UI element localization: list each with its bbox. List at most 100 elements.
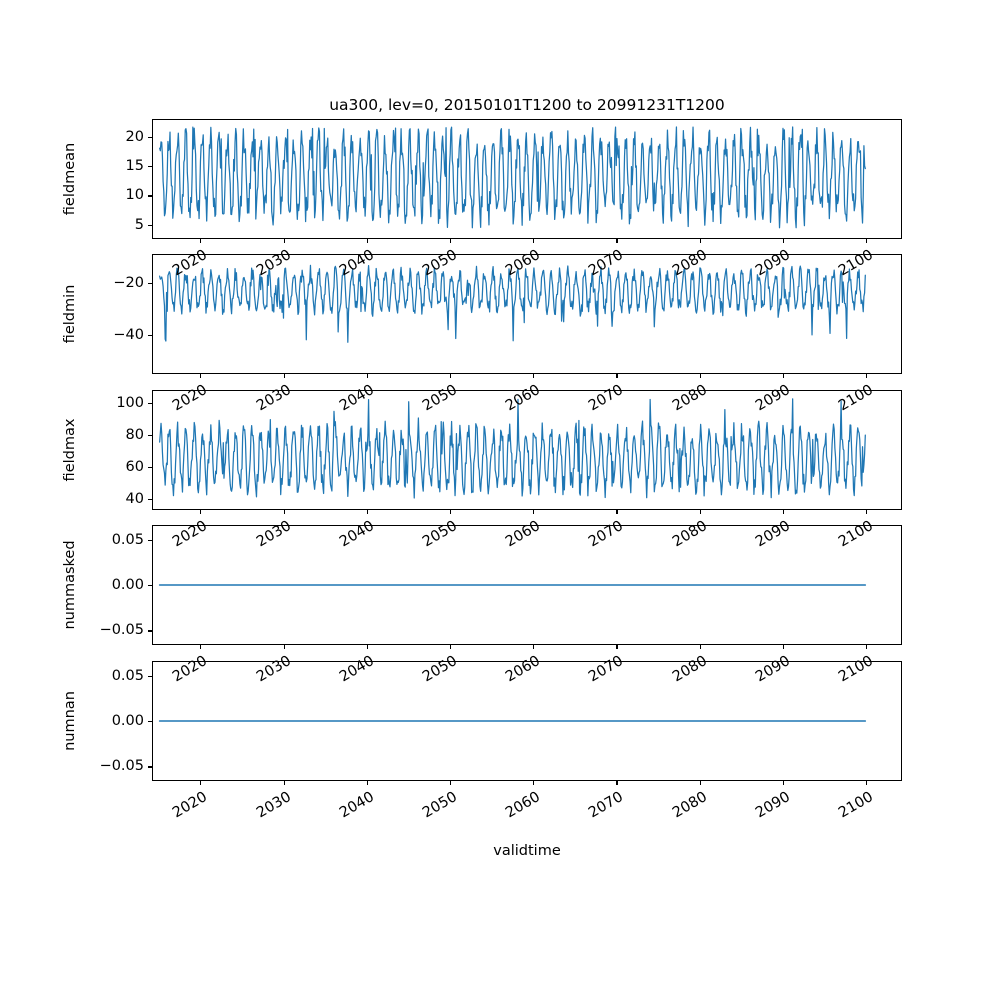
y-tick-mark	[148, 195, 152, 197]
subplot-axes-frame-nummasked	[152, 525, 902, 645]
x-tick-mark	[200, 239, 202, 243]
x-tick-mark	[283, 781, 285, 785]
y-axis-label-fieldmean: fieldmean	[62, 142, 78, 216]
y-tick-mark	[148, 434, 152, 436]
x-tick-mark	[699, 374, 701, 378]
y-tick-mark	[148, 136, 152, 138]
x-tick-label: 2100	[836, 789, 877, 822]
x-tick-label: 2040	[336, 789, 377, 822]
y-tick-label: 40	[125, 490, 144, 507]
y-tick-mark	[148, 721, 152, 723]
subplot-nummasked	[152, 525, 902, 645]
y-tick-mark	[148, 224, 152, 226]
data-line-fieldmean	[160, 127, 866, 228]
x-tick-mark	[200, 645, 202, 649]
x-tick-mark	[533, 645, 535, 649]
x-tick-mark	[699, 239, 701, 243]
y-axis-label-nummasked: nummasked	[62, 540, 78, 630]
subplot-axes-frame-fieldmean	[152, 119, 902, 239]
y-tick-label: 0.05	[111, 667, 144, 684]
x-tick-mark	[782, 781, 785, 785]
subplot-axes-frame-fieldmax	[152, 390, 902, 510]
x-tick-mark	[283, 374, 285, 378]
x-tick-mark	[200, 781, 202, 785]
x-tick-mark	[450, 239, 452, 243]
data-line-fieldmin	[160, 265, 866, 342]
x-tick-label: 2020	[170, 789, 211, 822]
x-tick-mark	[616, 645, 618, 649]
y-tick-mark	[148, 334, 152, 336]
x-tick-mark	[616, 374, 618, 378]
x-tick-label: 2090	[752, 789, 793, 822]
y-tick-label: 0.00	[111, 577, 144, 593]
y-tick-label: −0.05	[99, 758, 144, 775]
x-tick-mark	[699, 781, 701, 785]
x-tick-mark	[366, 374, 368, 378]
x-tick-mark	[782, 374, 785, 378]
series-plot-fieldmean	[153, 120, 901, 238]
y-tick-mark	[148, 675, 152, 677]
subplot-fieldmean	[152, 119, 902, 239]
figure-title: ua300, lev=0, 20150101T1200 to 20991231T…	[329, 96, 725, 114]
x-tick-mark	[450, 374, 452, 378]
y-tick-mark	[148, 766, 152, 768]
x-tick-mark	[283, 239, 285, 243]
x-tick-mark	[616, 510, 618, 514]
x-tick-mark	[450, 645, 452, 649]
x-tick-mark	[366, 645, 368, 649]
series-plot-fieldmax	[153, 391, 901, 509]
series-plot-nummasked	[153, 526, 901, 644]
x-tick-mark	[866, 239, 868, 243]
subplot-axes-frame-fieldmin	[152, 254, 902, 374]
x-tick-mark	[866, 645, 868, 649]
series-plot-numnan	[153, 662, 901, 780]
x-tick-mark	[866, 510, 868, 514]
y-tick-label: 10	[125, 187, 144, 204]
y-tick-label: 60	[125, 458, 144, 475]
x-tick-mark	[866, 374, 868, 378]
y-axis-label-numnan: numnan	[62, 691, 78, 751]
x-tick-mark	[699, 510, 701, 514]
x-tick-mark	[782, 239, 785, 243]
x-tick-mark	[533, 374, 535, 378]
x-tick-mark	[450, 781, 452, 785]
y-tick-label: 80	[125, 426, 144, 443]
x-tick-mark	[533, 510, 535, 514]
y-tick-mark	[148, 498, 152, 500]
x-tick-mark	[782, 510, 785, 514]
y-tick-mark	[148, 166, 152, 168]
y-tick-label: 15	[125, 158, 144, 175]
y-tick-label: 0.05	[111, 531, 144, 548]
subplot-fieldmin	[152, 254, 902, 374]
y-tick-label: −0.05	[99, 622, 144, 639]
x-tick-mark	[699, 645, 701, 649]
x-tick-mark	[366, 510, 368, 514]
y-tick-label: 5	[134, 216, 144, 233]
x-tick-mark	[782, 645, 785, 649]
y-tick-label: −40	[113, 326, 144, 343]
subplot-axes-frame-numnan	[152, 661, 902, 781]
x-tick-mark	[283, 645, 285, 649]
x-tick-mark	[866, 781, 868, 785]
y-axis-label-fieldmin: fieldmin	[62, 284, 78, 344]
x-tick-mark	[450, 510, 452, 514]
x-tick-label: 2030	[253, 789, 294, 822]
y-tick-label: 100	[116, 394, 144, 411]
x-tick-mark	[533, 239, 535, 243]
y-tick-label: 0.00	[111, 713, 144, 729]
x-tick-mark	[200, 374, 202, 378]
x-tick-mark	[533, 781, 535, 785]
x-tick-label: 2080	[669, 789, 710, 822]
x-axis-label: validtime	[493, 843, 561, 859]
x-tick-label: 2050	[420, 789, 460, 822]
y-axis-label-fieldmax: fieldmax	[62, 418, 78, 482]
subplot-numnan	[152, 661, 902, 781]
x-tick-mark	[366, 239, 368, 243]
y-tick-label: −20	[113, 274, 144, 291]
subplot-fieldmax	[152, 390, 902, 510]
x-tick-label: 2070	[586, 789, 627, 822]
x-tick-mark	[366, 781, 368, 785]
data-line-fieldmax	[160, 399, 866, 498]
series-plot-fieldmin	[153, 255, 901, 373]
